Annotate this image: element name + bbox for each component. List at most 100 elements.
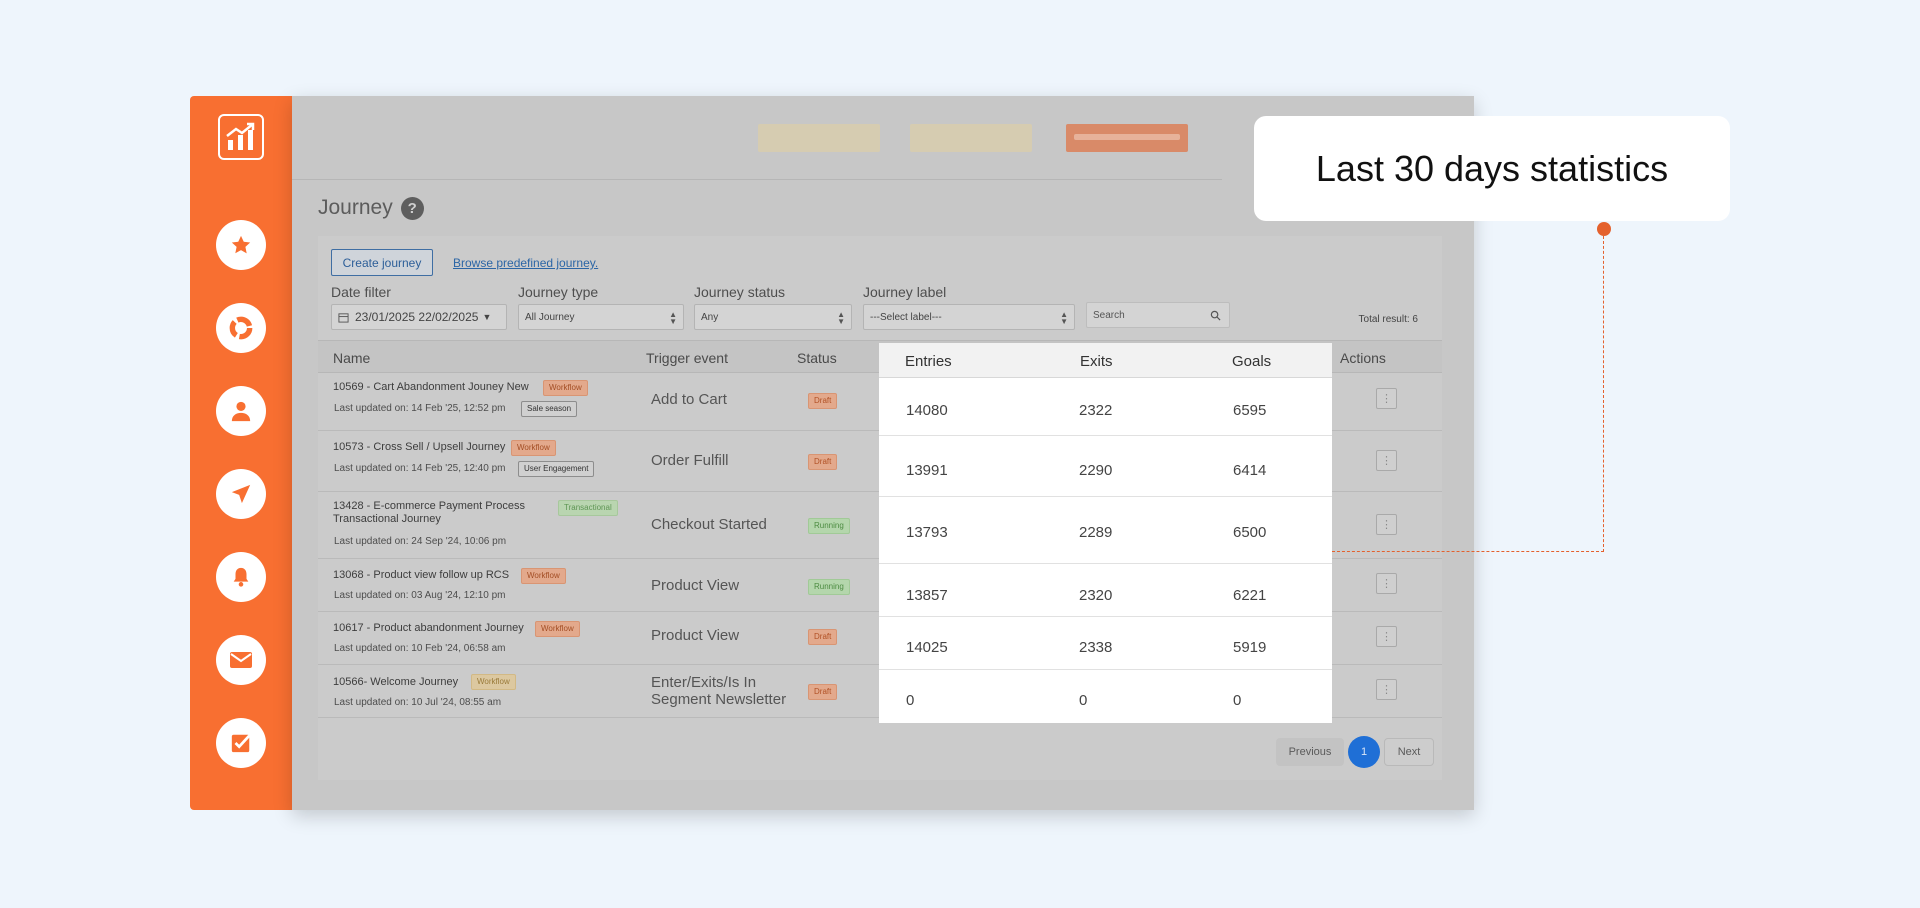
entries-value: 13857: [906, 587, 948, 604]
row-actions-button[interactable]: ⋮: [1376, 626, 1397, 647]
last-updated: Last updated on: 24 Sep '24, 10:06 pm: [334, 536, 507, 547]
sidebar: [190, 96, 292, 810]
exits-value: 2338: [1079, 639, 1113, 656]
callout-connector-vertical: [1603, 236, 1604, 552]
journey-status-select[interactable]: Any ▲ ▼: [694, 304, 852, 330]
top-bar-primary-button[interactable]: [1066, 124, 1188, 152]
stats-highlight: Entries Exits Goals 14080 2322 6595 1399…: [879, 343, 1332, 723]
status-badge: Running: [808, 579, 850, 595]
col-status[interactable]: Status: [797, 350, 837, 366]
journey-type-select[interactable]: All Journey ▲ ▼: [518, 304, 684, 330]
top-bar-button-2[interactable]: [910, 124, 1032, 152]
stats-row: 14080 2322 6595: [879, 378, 1332, 436]
row-actions-button[interactable]: ⋮: [1376, 388, 1397, 409]
star-icon: [231, 235, 251, 254]
nav-item-campaigns[interactable]: [216, 469, 266, 519]
top-bar: [292, 96, 1222, 180]
goals-value: 6414: [1233, 462, 1267, 479]
type-badge: Workflow: [471, 674, 516, 690]
trigger-event: Product View: [651, 577, 740, 594]
status-badge: Draft: [808, 684, 838, 700]
type-badge: Workflow: [543, 380, 588, 396]
row-actions-button[interactable]: ⋮: [1376, 679, 1397, 700]
pagination-previous[interactable]: Previous: [1276, 738, 1344, 766]
callout-dot: [1597, 222, 1611, 236]
trigger-event: Add to Cart: [651, 391, 727, 408]
status-badge: Draft: [808, 393, 838, 409]
row-actions-button[interactable]: ⋮: [1376, 573, 1397, 594]
nav-item-email[interactable]: [216, 635, 266, 685]
create-journey-button[interactable]: Create journey: [331, 249, 433, 276]
top-bar-button-1[interactable]: [758, 124, 880, 152]
send-icon: [231, 484, 251, 504]
label-badge: Sale season: [521, 401, 578, 417]
select-arrows-icon: ▲ ▼: [1060, 310, 1068, 326]
col-entries[interactable]: Entries: [905, 353, 952, 370]
journey-type-label: Journey type: [518, 284, 599, 300]
bell-icon: [233, 567, 249, 587]
nav-item-contacts[interactable]: [216, 386, 266, 436]
trigger-event: Checkout Started: [651, 516, 767, 533]
col-actions: Actions: [1340, 350, 1386, 366]
journey-status-label: Journey status: [694, 284, 786, 300]
date-filter-input[interactable]: 23/01/2025 22/02/2025 ▼: [331, 304, 507, 330]
col-goals[interactable]: Goals: [1232, 353, 1272, 370]
search-icon: [1210, 310, 1221, 321]
journey-name[interactable]: 13428 - E-commerce Payment Process Transa…: [333, 500, 525, 525]
chart-logo-icon[interactable]: [218, 114, 264, 160]
goals-value: 0: [1233, 692, 1242, 709]
search-input[interactable]: Search: [1086, 302, 1230, 328]
entries-value: 14025: [906, 639, 948, 656]
help-icon[interactable]: ?: [400, 196, 424, 220]
row-actions-button[interactable]: ⋮: [1376, 450, 1397, 471]
page-title: Journey ?: [318, 196, 424, 220]
status-badge: Draft: [808, 454, 838, 470]
col-name[interactable]: Name: [333, 350, 371, 366]
table-row[interactable]: 10566- Welcome Journey Workflow Last upd…: [318, 665, 1442, 718]
journey-name[interactable]: 10617 - Product abandonment Journey: [333, 622, 524, 634]
goals-value: 6221: [1233, 587, 1267, 604]
pie-chart-icon: [229, 316, 253, 340]
journey-name[interactable]: 10566- Welcome Journey: [333, 676, 459, 688]
last-updated: Last updated on: 14 Feb '25, 12:52 pm: [334, 403, 506, 414]
col-exits[interactable]: Exits: [1080, 353, 1113, 370]
last-updated: Last updated on: 03 Aug '24, 12:10 pm: [334, 590, 506, 601]
goals-value: 6500: [1233, 524, 1267, 541]
nav-item-analytics[interactable]: [216, 303, 266, 353]
exits-value: 2322: [1079, 402, 1113, 419]
pagination-page-1[interactable]: 1: [1348, 736, 1380, 768]
row-actions-button[interactable]: ⋮: [1376, 514, 1397, 535]
stats-row: 13793 2289 6500: [879, 497, 1332, 564]
browse-predefined-link[interactable]: Browse predefined journey.: [453, 256, 599, 270]
type-badge: Workflow: [535, 621, 580, 637]
date-filter-label: Date filter: [331, 284, 391, 300]
entries-value: 0: [906, 692, 915, 709]
journey-name[interactable]: 10569 - Cart Abandonment Jouney New: [333, 381, 529, 393]
nav-item-notifications[interactable]: [216, 552, 266, 602]
journey-label-label: Journey label: [863, 284, 947, 300]
trigger-event: Enter/Exits/Is In Segment Newsletter: [651, 674, 787, 708]
nav-item-tasks[interactable]: [216, 718, 266, 768]
total-result: Total result: 6: [1358, 314, 1418, 325]
last-updated: Last updated on: 10 Jul '24, 08:55 am: [334, 697, 502, 708]
exits-value: 2289: [1079, 524, 1113, 541]
checkbox-icon: [231, 734, 251, 753]
type-badge: Workflow: [521, 568, 566, 584]
stats-row: 14025 2338 5919: [879, 617, 1332, 670]
select-arrows-icon: ▲ ▼: [837, 310, 845, 326]
callout-connector-horizontal: [1332, 551, 1604, 552]
mail-icon: [230, 652, 252, 668]
status-badge: Draft: [808, 629, 838, 645]
journey-name[interactable]: 13068 - Product view follow up RCS: [333, 569, 510, 581]
journey-label-select[interactable]: ---Select label--- ▲ ▼: [863, 304, 1075, 330]
status-badge: Running: [808, 518, 850, 534]
exits-value: 2320: [1079, 587, 1113, 604]
table-row[interactable]: 13428 - E-commerce Payment Process Transa…: [318, 492, 1442, 559]
label-badge: User Engagement: [518, 461, 595, 477]
nav-item-favorites[interactable]: [216, 220, 266, 270]
col-trigger[interactable]: Trigger event: [646, 350, 728, 366]
pagination-next[interactable]: Next: [1384, 738, 1434, 766]
entries-value: 13991: [906, 462, 948, 479]
trigger-event: Product View: [651, 627, 740, 644]
journey-name[interactable]: 10573 - Cross Sell / Upsell Journey: [333, 441, 506, 453]
